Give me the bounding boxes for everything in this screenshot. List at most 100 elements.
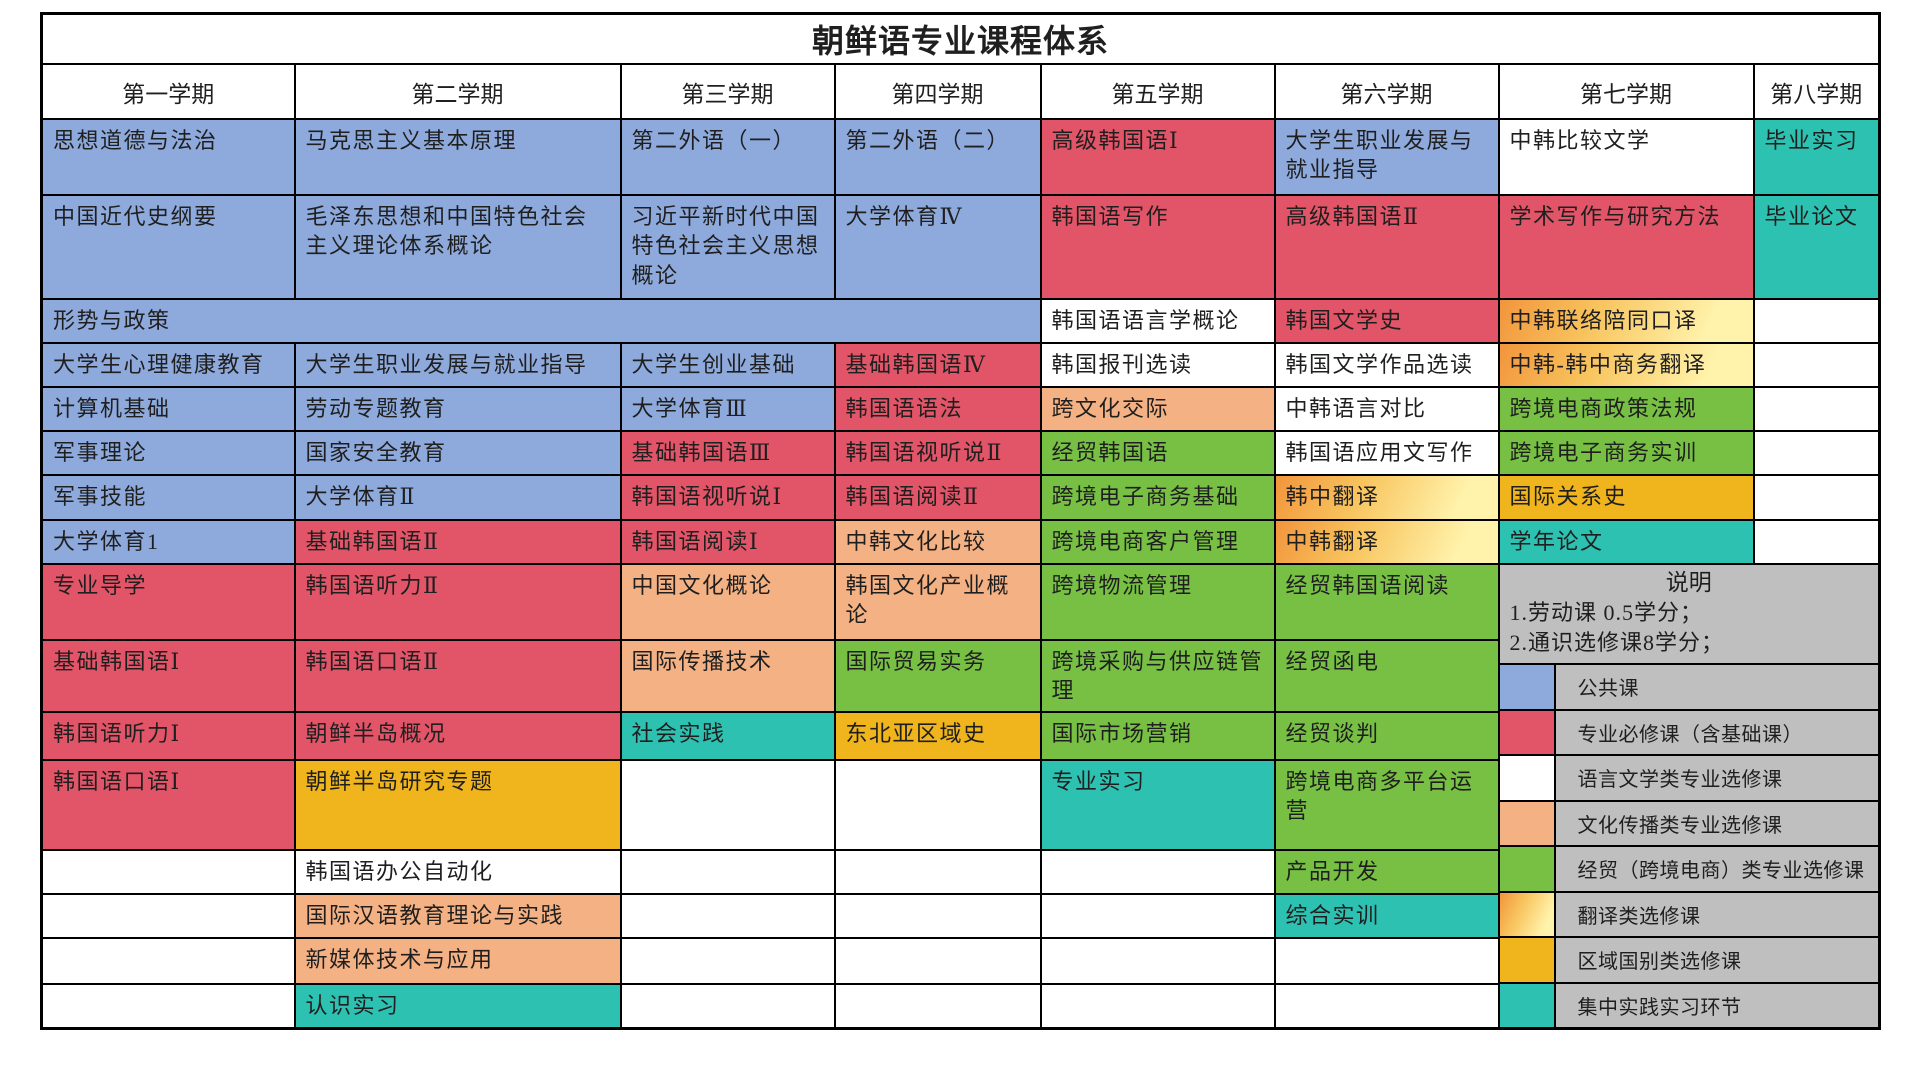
legend: 说明 1.劳动课 0.5学分； 2.通识选修课8学分； 公共课专业必修课（含基础课） 语… [1499,565,1878,1027]
empty-cell [40,893,296,940]
course-cell: 韩国语语言学概论 [1039,298,1276,344]
legend-label-translation: 翻译类选修课 [1577,905,1701,928]
legend-note-1: 1.劳动课 0.5学分； [1509,600,1704,625]
title-row: 朝鲜语专业课程体系 [40,12,1881,65]
course-row-2: 中国近代史纲要 毛泽东思想和中国特色社会主义理论体系概论 习近平新时代中国特色社会主… [40,194,1881,300]
course-cell: 韩国语口语Ⅰ [40,759,296,852]
empty-cell [1039,983,1276,1030]
course-cell: 学年论文 [1497,519,1755,565]
empty-cell [40,849,296,896]
course-cell: 计算机基础 [40,386,296,432]
course-cell: 中韩文化比较 [833,519,1042,565]
curriculum-sheet: 朝鲜语专业课程体系 第一学期 第二学期 第三学期 第四学期 第五学期 第六学期 第七学期 第八… [40,12,1881,1030]
legend-entry-linguistics: 语言文学类专业选修课 [1499,756,1878,802]
legend-label-trade: 经贸（跨境电商）类专业选修课 [1577,860,1865,883]
legend-label-linguistics: 语言文学类专业选修课 [1577,769,1783,792]
course-cell: 基础韩国语Ⅱ [293,519,622,565]
semester-header-2: 第二学期 [293,63,622,120]
course-row-9: 专业导学 韩国语听力Ⅱ 中国文化概论 韩国文化产业概论 跨境物流管理 经贸韩国语阅读 说明 1… [40,562,1881,1030]
legend-label-regional: 区域国别类选修课 [1577,951,1742,974]
course-cell: 形势与政策 [40,298,1042,344]
course-cell: 毕业实习 [1752,118,1881,196]
legend-entry-translation: 翻译类选修课 [1499,892,1878,938]
course-cell: 国际传播技术 [619,639,836,714]
course-cell: 中韩翻译 [1273,519,1500,565]
course-cell: 韩国语语法 [833,386,1042,432]
course-row-8: 大学体育1 基础韩国语Ⅱ 韩国语阅读Ⅰ 中韩文化比较 跨境电商客户管理 中韩翻译 学年论文 [40,519,1881,565]
course-cell: 韩中翻译 [1273,474,1500,521]
course-cell: 大学体育1 [40,519,296,565]
course-cell: 韩国语应用文写作 [1273,430,1500,476]
semester-header-6: 第六学期 [1273,63,1500,120]
course-cell: 韩国文学作品选读 [1273,342,1500,388]
legend-entry-required: 专业必修课（含基础课） [1499,710,1878,756]
course-cell: 国际关系史 [1497,474,1755,521]
course-cell: 韩国语视听说Ⅱ [833,430,1042,476]
course-row-16: 认识实习 [40,983,1880,1030]
course-row-6: 军事理论 国家安全教育 基础韩国语Ⅲ 韩国语视听说Ⅱ 经贸韩国语 韩国语应用文写作 跨境电子… [40,430,1881,476]
course-cell: 大学生职业发展与就业指导 [293,342,622,388]
course-cell: 韩国报刊选读 [1039,342,1276,388]
legend-swatch-translation [1499,892,1556,936]
empty-cell [619,759,836,852]
course-cell: 东北亚区域史 [833,711,1042,762]
legend-entry-public: 公共课 [1499,665,1878,711]
empty-cell [1039,893,1276,940]
course-cell: 习近平新时代中国特色社会主义思想概论 [619,194,836,300]
course-cell: 经贸函电 [1273,639,1500,714]
course-cell: 韩国语写作 [1039,194,1276,300]
course-cell: 中韩语言对比 [1273,386,1500,432]
empty-cell [1752,474,1881,521]
course-cell: 经贸谈判 [1273,711,1500,762]
course-cell: 中韩-韩中商务翻译 [1497,342,1755,388]
semester-header-8: 第八学期 [1752,63,1881,120]
course-cell: 基础韩国语Ⅲ [619,430,836,476]
legend-notes-block: 说明 1.劳动课 0.5学分； 2.通识选修课8学分； [1499,565,1878,665]
course-cell: 高级韩国语Ⅱ [1273,194,1500,300]
course-cell: 跨境物流管理 [1039,562,1276,642]
empty-cell [1039,937,1276,986]
legend-entry-culture: 文化传播类专业选修课 [1499,801,1878,847]
legend-note-2: 2.通识选修课8学分； [1509,630,1725,655]
legend-label-practice: 集中实践实习环节 [1577,996,1742,1019]
legend-swatch-public [1499,665,1556,709]
course-cell: 国际汉语教育理论与实践 [293,893,622,940]
course-row-12: 韩国语口语Ⅰ 朝鲜半岛研究专题 专业实习 跨境电商多平台运营 [40,759,1880,852]
legend-heading: 说明 [1665,570,1712,595]
empty-cell [833,849,1042,896]
course-row-11: 韩国语听力Ⅰ 朝鲜半岛概况 社会实践 东北亚区域史 国际市场营销 经贸谈判 [40,711,1880,762]
legend-panel: 说明 1.劳动课 0.5学分； 2.通识选修课8学分； 公共课专业必修课（含基础课） 语… [1497,563,1881,1030]
course-cell: 跨境电商客户管理 [1039,519,1276,565]
empty-cell [833,759,1042,852]
course-cell: 学术写作与研究方法 [1497,194,1755,300]
empty-cell [1273,983,1500,1030]
empty-cell [1752,519,1881,565]
course-cell: 大学生创业基础 [619,342,836,388]
course-cell: 韩国文学史 [1273,298,1500,344]
course-cell: 基础韩国语Ⅳ [833,342,1042,388]
course-cell: 军事技能 [40,474,296,521]
course-cell: 国际贸易实务 [833,639,1042,714]
course-cell: 经贸韩国语 [1039,430,1276,476]
course-cell: 产品开发 [1273,849,1500,896]
empty-cell [1752,342,1881,388]
legend-swatch-culture [1499,801,1556,845]
legend-label-required: 专业必修课（含基础课） [1577,723,1803,746]
course-cell: 专业实习 [1039,759,1276,852]
semester-header-5: 第五学期 [1039,63,1276,120]
legend-entry-trade: 经贸（跨境电商）类专业选修课 [1499,847,1878,893]
course-cell: 中韩联络陪同口译 [1497,298,1755,344]
course-cell: 毛泽东思想和中国特色社会主义理论体系概论 [293,194,622,300]
semester-header-4: 第四学期 [833,63,1042,120]
course-cell: 经贸韩国语阅读 [1273,562,1500,642]
empty-cell [1039,849,1276,896]
course-cell: 高级韩国语Ⅰ [1039,118,1276,196]
empty-cell [1752,298,1881,344]
course-cell: 跨境电子商务实训 [1497,430,1755,476]
course-cell: 基础韩国语Ⅰ [40,639,296,714]
course-cell: 韩国语办公自动化 [293,849,622,896]
empty-cell [619,937,836,986]
course-cell: 综合实训 [1273,893,1500,940]
course-row-4: 大学生心理健康教育 大学生职业发展与就业指导 大学生创业基础 基础韩国语Ⅳ 韩国报刊选读… [40,342,1881,388]
empty-cell [619,849,836,896]
